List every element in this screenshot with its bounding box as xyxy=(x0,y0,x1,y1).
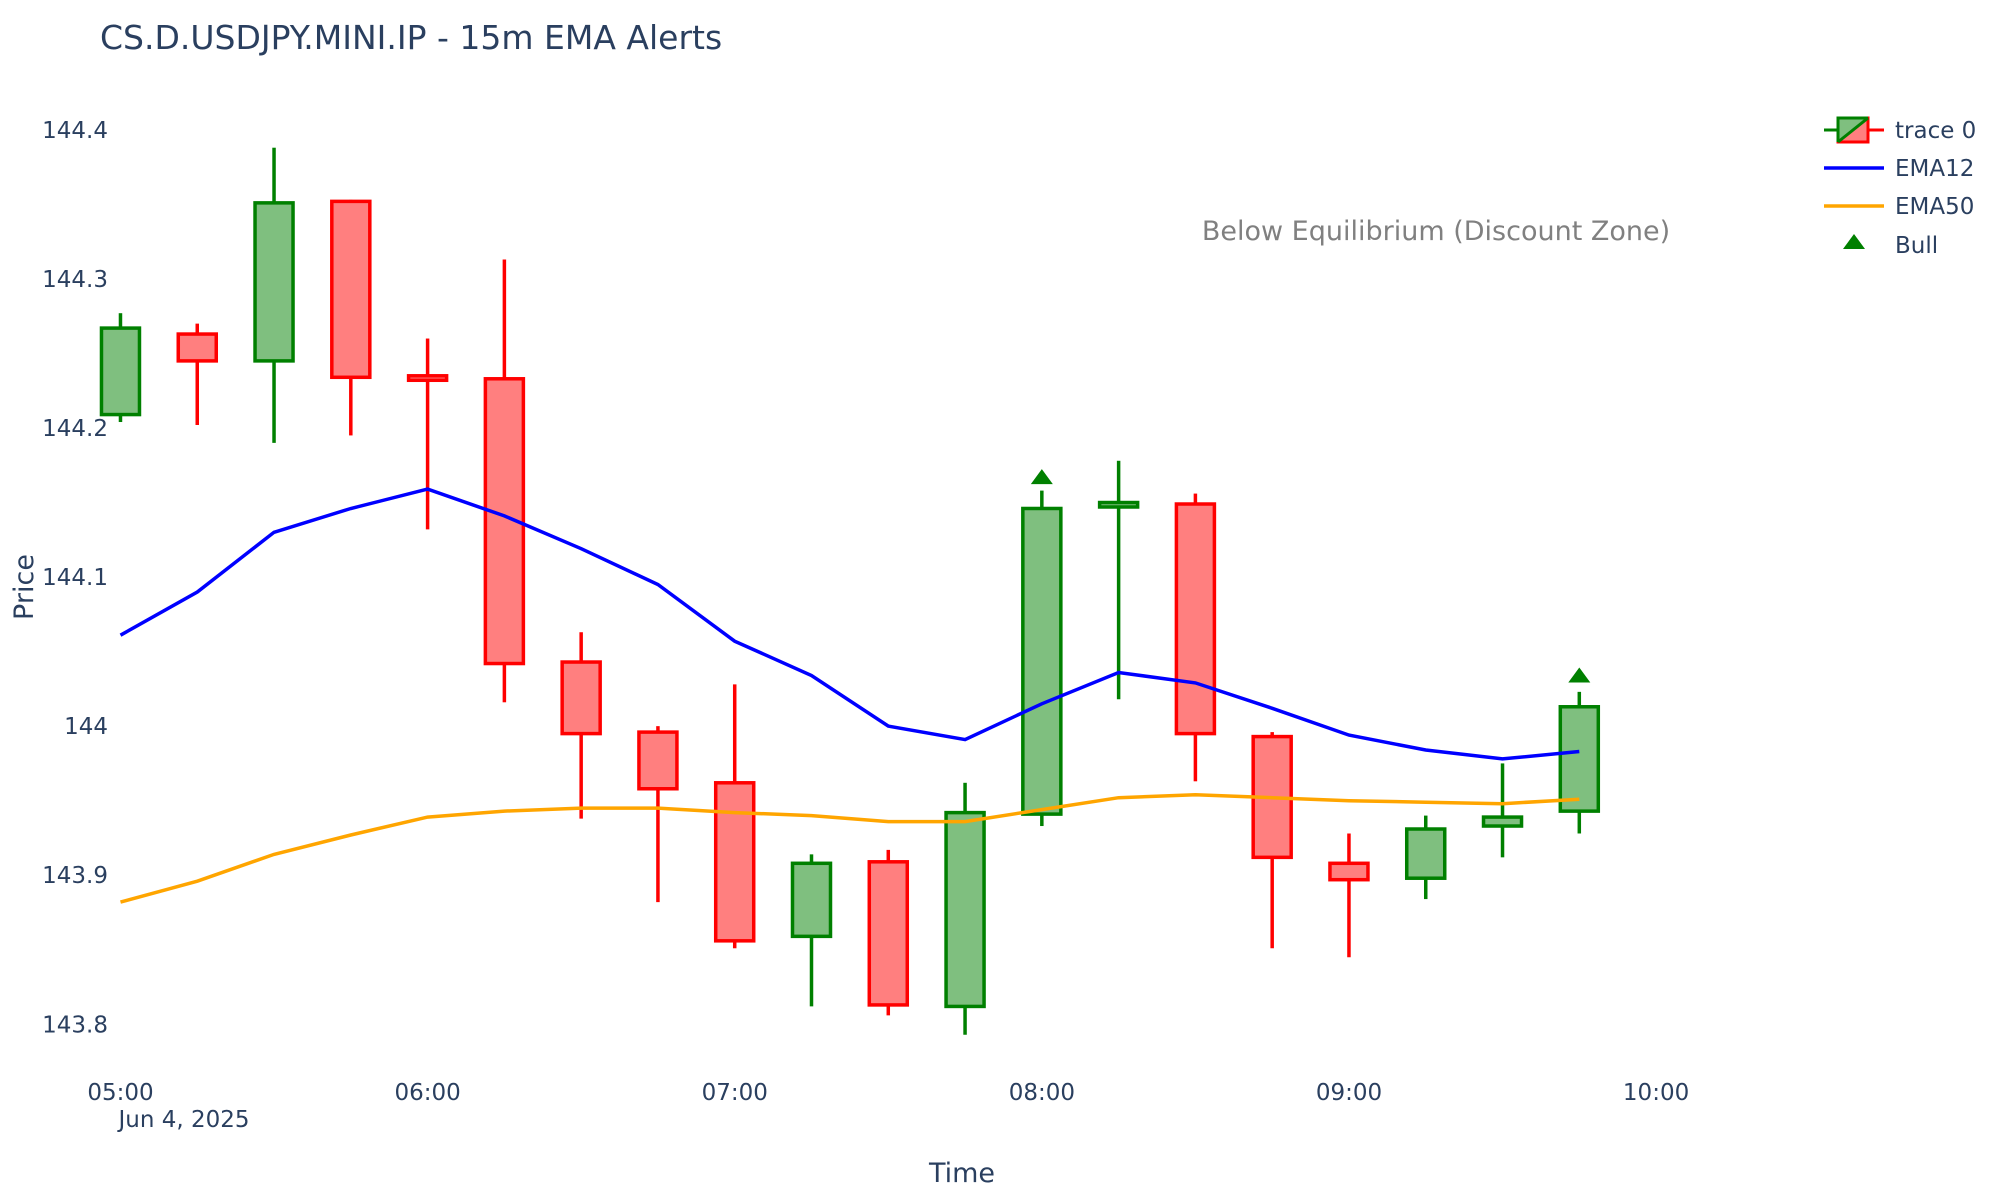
y-tick-label: 144.3 xyxy=(42,267,108,293)
x-tick-label: 09:00 xyxy=(1316,1080,1382,1106)
ema12-line xyxy=(119,487,1580,761)
y-tick-label: 143.9 xyxy=(42,863,108,889)
candle-bearish xyxy=(867,849,910,1016)
candle-body xyxy=(253,201,295,363)
candle-bullish xyxy=(1558,691,1601,834)
candle-body xyxy=(1021,506,1063,816)
candle-bullish xyxy=(99,313,142,423)
candle-bearish xyxy=(406,338,449,530)
x-date-label: Jun 4, 2025 xyxy=(116,1107,249,1133)
candle-body xyxy=(99,326,142,417)
candle-body xyxy=(1328,861,1370,882)
legend-label-bull: Bull xyxy=(1895,233,1938,259)
x-tick-label: 06:00 xyxy=(394,1080,460,1106)
candle-bearish xyxy=(330,199,372,436)
candle-body xyxy=(1481,815,1524,828)
candle-body xyxy=(713,781,756,943)
y-axis-title: Price xyxy=(9,554,40,620)
candle-bullish xyxy=(1021,490,1063,827)
bull-signal-marker xyxy=(1030,469,1053,485)
candle-bullish xyxy=(1097,460,1140,700)
y-tick-label: 144.4 xyxy=(42,118,108,144)
candle-bearish xyxy=(1174,493,1217,782)
ema50-line xyxy=(120,792,1580,904)
candle-bullish xyxy=(253,147,295,443)
chart-title: CS.D.USDJPY.MINI.IP - 15m EMA Alerts xyxy=(100,18,722,57)
candles xyxy=(99,147,1601,1035)
candle-bearish xyxy=(1328,833,1370,958)
legend-item-trace0[interactable]: trace 0 xyxy=(1824,116,1976,144)
bull-markers xyxy=(1030,469,1591,683)
candle-bullish xyxy=(1404,815,1447,900)
candle-body xyxy=(790,861,833,939)
candle-body xyxy=(637,730,679,791)
x-tick-label: 05:00 xyxy=(87,1080,153,1106)
x-tick-label: 08:00 xyxy=(1009,1080,1075,1106)
y-tick-label: 144.2 xyxy=(42,416,108,442)
y-tick-label: 144.1 xyxy=(42,565,108,591)
x-tick-label: 07:00 xyxy=(702,1080,768,1106)
y-axis-ticks: 143.8 143.9 144 144.1 144.2 144.3 144.4 xyxy=(42,118,108,1038)
candle-bearish xyxy=(713,684,756,949)
candle-body xyxy=(1558,705,1601,813)
candle-bullish xyxy=(1481,763,1524,858)
x-axis-ticks: 05:00 06:00 07:00 08:00 09:00 10:00 xyxy=(87,1080,1689,1106)
legend-candle-icon xyxy=(1824,116,1884,144)
legend-bull-triangle-icon xyxy=(1843,234,1865,249)
bull-signal-marker xyxy=(1568,667,1591,683)
y-tick-label: 143.8 xyxy=(42,1012,108,1038)
candle-bearish xyxy=(560,632,602,819)
candle-body xyxy=(1174,502,1217,736)
y-tick-label: 144 xyxy=(64,714,108,740)
candle-bearish xyxy=(176,323,219,425)
candle-bullish xyxy=(944,782,986,1035)
x-axis-title: Time xyxy=(928,1158,995,1189)
candle-body xyxy=(560,660,602,736)
legend-label-ema12: EMA12 xyxy=(1895,156,1974,182)
candle-body xyxy=(867,860,910,1007)
x-tick-label: 10:00 xyxy=(1623,1080,1689,1106)
candle-body xyxy=(944,810,986,1009)
candle-body xyxy=(1097,500,1140,509)
legend-item-ema50[interactable]: EMA50 xyxy=(1824,194,1974,220)
legend-item-bull[interactable]: Bull xyxy=(1843,233,1938,259)
candle-bullish xyxy=(790,854,833,1007)
candle-body xyxy=(330,199,372,380)
legend-label-ema50: EMA50 xyxy=(1895,194,1974,220)
zone-annotation: Below Equilibrium (Discount Zone) xyxy=(1202,216,1670,247)
candle-body xyxy=(176,332,219,363)
legend: trace 0 EMA12 EMA50 Bull xyxy=(1824,116,1976,259)
candle-body xyxy=(1404,827,1447,880)
legend-label-trace0: trace 0 xyxy=(1895,118,1976,144)
legend-item-ema12[interactable]: EMA12 xyxy=(1824,156,1974,182)
candle-body xyxy=(406,374,449,383)
